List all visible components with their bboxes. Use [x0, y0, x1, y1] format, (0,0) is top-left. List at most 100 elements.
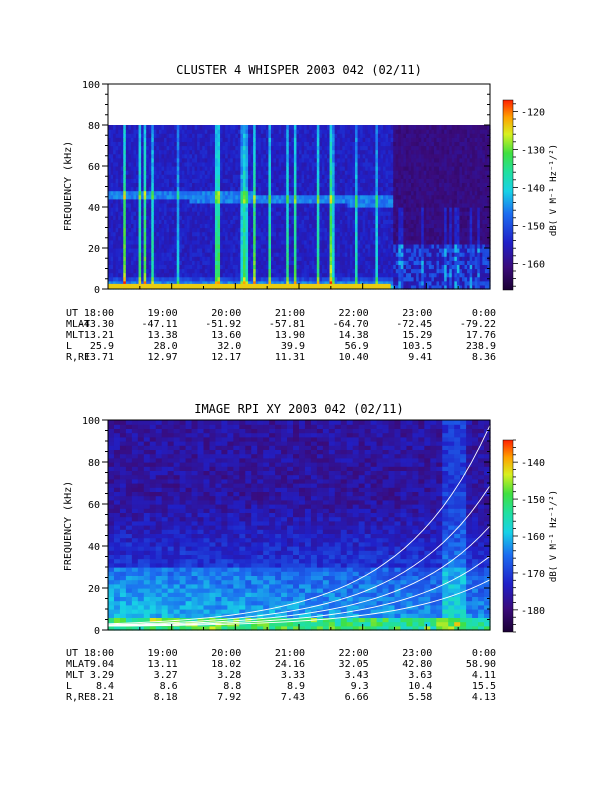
spectrogram-cell	[115, 256, 119, 261]
spectrogram-cell	[342, 235, 346, 241]
spectrogram-cell	[337, 174, 341, 179]
spectrogram-cell	[151, 166, 155, 171]
spectrogram-cell	[281, 149, 285, 155]
spectrogram-cell	[110, 223, 114, 229]
spectrogram-cell	[362, 166, 366, 171]
spectrogram-cell	[220, 268, 224, 274]
spectrogram-cell	[232, 248, 236, 253]
spectrogram-cell	[281, 207, 285, 212]
spectrogram-cell	[230, 170, 234, 175]
spectrogram-cell	[270, 194, 275, 200]
spectrogram-cell	[128, 166, 132, 171]
spectrogram-cell	[260, 231, 264, 237]
spectrogram-cell	[123, 243, 127, 249]
spectrogram-cell	[332, 248, 336, 253]
spectrogram-cell	[321, 145, 326, 151]
spectrogram-cell	[276, 260, 280, 265]
spectrogram-cell	[209, 239, 214, 245]
spectrogram-cell	[128, 211, 132, 216]
spectrogram-cell	[220, 190, 224, 196]
spectrogram-cell	[337, 133, 341, 138]
spectrogram-cell	[179, 207, 183, 212]
spectrogram-cell	[309, 133, 313, 138]
spectrogram-cell	[169, 174, 173, 179]
spectrogram-cell	[288, 133, 292, 138]
spectrogram-cell	[120, 174, 124, 179]
spectrogram-cell	[169, 211, 173, 216]
spectrogram-cell	[283, 133, 287, 138]
spectrogram-cell	[352, 227, 356, 233]
spectrogram-cell	[164, 227, 168, 233]
spectrogram-cell	[143, 153, 147, 159]
spectrogram-cell	[291, 260, 295, 265]
spectrogram-cell	[199, 161, 203, 167]
spectrogram-cell	[153, 215, 157, 220]
spectrogram-cell	[230, 161, 234, 167]
spectrogram-cell	[222, 235, 226, 241]
spectrogram-cell	[304, 166, 308, 171]
spectrogram-cell	[125, 186, 129, 192]
spectrogram-cell	[339, 256, 343, 261]
spectrogram-cell	[278, 215, 282, 220]
spectrogram-cell	[245, 133, 249, 138]
spectrogram-cell	[146, 256, 150, 261]
spectrogram-cell	[146, 280, 150, 286]
spectrogram-cell	[357, 194, 361, 200]
spectrogram-cell	[296, 239, 300, 245]
spectrogram-cell	[347, 161, 351, 167]
spectrogram-cell	[260, 178, 264, 183]
spectrogram-cell	[276, 248, 280, 253]
spectrogram-cell	[184, 227, 188, 233]
spectrogram-cell	[214, 252, 219, 257]
spectrogram-cell	[250, 129, 254, 134]
spectrogram-cell	[314, 268, 318, 274]
spectrogram-cell	[270, 141, 275, 147]
spectrogram-cell	[204, 174, 208, 179]
spectrogram-cell	[120, 223, 124, 229]
spectrogram-cell	[263, 252, 267, 257]
spectrogram-cell	[370, 141, 374, 147]
spectrogram-cell	[255, 137, 259, 142]
spectrogram-cell	[324, 202, 328, 208]
spectrogram-cell	[232, 243, 236, 249]
spectrogram-cell	[327, 182, 331, 188]
spectrogram-cell	[273, 268, 277, 274]
spectrogram-cell	[189, 145, 193, 151]
spectrogram-cell	[209, 260, 214, 265]
spectrogram-cell	[148, 153, 152, 159]
spectrogram-cell	[270, 157, 275, 163]
spectrogram-cell	[146, 239, 150, 245]
spectrogram-cell	[258, 264, 262, 270]
spectrogram-cell	[250, 170, 254, 175]
spectrogram-cell	[265, 194, 270, 200]
spectrogram-cell	[130, 166, 135, 171]
spectrogram-cell	[253, 268, 257, 274]
spectrogram-cell	[235, 170, 239, 175]
spectrogram-cell	[158, 170, 163, 175]
spectrogram-cell	[355, 129, 359, 134]
spectrogram-cell	[237, 280, 242, 286]
spectrogram-cell	[197, 166, 201, 171]
spectrogram-cell	[324, 280, 328, 286]
spectrogram-cell	[349, 227, 354, 233]
spectrogram-cell	[240, 252, 244, 257]
spectrogram-cell	[230, 129, 234, 134]
spectrogram-cell	[235, 129, 239, 134]
spectrogram-cell	[360, 182, 364, 188]
spectrogram-cell	[342, 280, 346, 286]
spectrogram-cell	[202, 182, 206, 188]
spectrogram-cell	[194, 157, 198, 163]
spectrogram-cell	[250, 166, 254, 171]
spectrogram-cell	[288, 198, 292, 204]
spectrogram-cell	[304, 252, 308, 257]
spectrogram-cell	[248, 243, 252, 249]
spectrogram-cell	[214, 219, 219, 224]
spectrogram-cell	[306, 272, 310, 278]
spectrogram-cell	[296, 194, 300, 200]
spectrogram-cell	[273, 211, 277, 216]
spectrogram-cell	[123, 137, 127, 142]
spectrogram-cell	[309, 153, 313, 159]
spectrogram-cell	[242, 166, 247, 171]
spectrogram-cell	[209, 235, 214, 241]
spectrogram-cell	[316, 137, 320, 142]
